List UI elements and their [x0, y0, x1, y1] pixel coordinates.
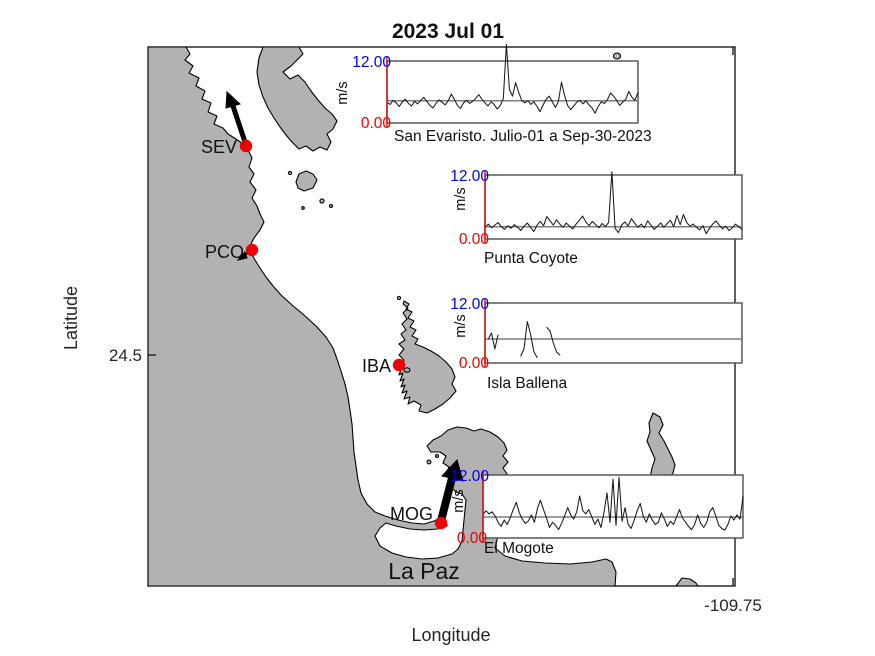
- inset-san-evaristo: 12.00 0.00 m/s San Evaristo. Julio-01 a …: [335, 43, 652, 145]
- shore-patch-south: [675, 577, 699, 586]
- y-axis-label: Latitude: [61, 286, 81, 350]
- islet-speck: [287, 170, 293, 176]
- x-axis-label: Longitude: [411, 625, 490, 645]
- station-label-sev: SEV: [201, 137, 237, 157]
- islet-north: [612, 52, 622, 60]
- inset-series-group: [386, 43, 639, 114]
- inset-ytick-max: 12.00: [352, 54, 391, 71]
- inset-ytick-min: 0.00: [361, 115, 392, 132]
- inset-ylabel: m/s: [451, 489, 467, 512]
- inset-ytick-max: 12.00: [450, 296, 489, 313]
- inset-ytick-max: 12.00: [450, 468, 489, 485]
- y-tick-label: 24.5: [109, 346, 142, 365]
- station-dot-sev: [239, 139, 253, 153]
- islet-speck: [434, 453, 440, 459]
- wind-arrow-mog: [437, 459, 464, 522]
- islet-speck: [319, 198, 325, 204]
- inset-series-group: [485, 320, 742, 359]
- islet-speck: [426, 459, 432, 465]
- wind-speed-series: [484, 171, 743, 235]
- inset-isla-ballena: 12.00 0.00 m/s Isla Ballena: [450, 296, 743, 392]
- inset-ytick-min: 0.00: [457, 530, 488, 547]
- islet-speck: [396, 295, 402, 301]
- wind-speed-series: [487, 332, 499, 350]
- islet-speck: [301, 206, 305, 210]
- inset-ytick-min: 0.00: [459, 231, 490, 248]
- station-label-iba: IBA: [362, 356, 391, 376]
- wind-speed-series: [482, 476, 744, 531]
- wind-speed-series: [546, 326, 561, 356]
- station-dot-pco: [245, 243, 259, 257]
- inset-series-group: [484, 171, 743, 235]
- inset-ytick-max: 12.00: [450, 168, 489, 185]
- island-espiritu-santo-partida: [398, 300, 457, 414]
- inset-caption: Punta Coyote: [484, 250, 578, 267]
- inset-caption: San Evaristo. Julio-01 a Sep-30-2023: [394, 128, 652, 145]
- station-label-mog: MOG: [390, 504, 433, 524]
- inset-el-mogote: 12.00 0.00 m/s El Mogote: [450, 468, 744, 557]
- islet-speck: [328, 203, 334, 209]
- islet-ballena: [403, 367, 411, 373]
- x-tick-label: -109.75: [704, 596, 762, 615]
- inset-ylabel: m/s: [335, 81, 351, 104]
- inset-plot-box: [484, 302, 743, 364]
- inset-ylabel: m/s: [453, 314, 469, 337]
- inset-caption: Isla Ballena: [487, 375, 568, 392]
- wind-speed-series: [520, 320, 538, 359]
- figure-title: 2023 Jul 01: [392, 20, 504, 43]
- station-dot-mog: [434, 516, 448, 530]
- inset-plot-box: [386, 60, 639, 124]
- island-san-jose: [256, 47, 338, 152]
- wind-speed-series: [386, 43, 639, 114]
- inset-ylabel: m/s: [453, 187, 469, 210]
- wind-arrow-sev: [225, 90, 248, 143]
- station-label-pco: PCO: [205, 242, 244, 262]
- inset-caption: El Mogote: [484, 540, 554, 557]
- island-san-francisco: [295, 170, 318, 192]
- city-label-la-paz: La Paz: [388, 558, 460, 584]
- inset-ytick-min: 0.00: [459, 355, 490, 372]
- inset-series-group: [482, 476, 744, 531]
- station-dot-iba: [392, 358, 406, 372]
- inset-punta-coyote: 12.00 0.00 m/s Punta Coyote: [450, 168, 743, 267]
- land-group: [148, 47, 699, 586]
